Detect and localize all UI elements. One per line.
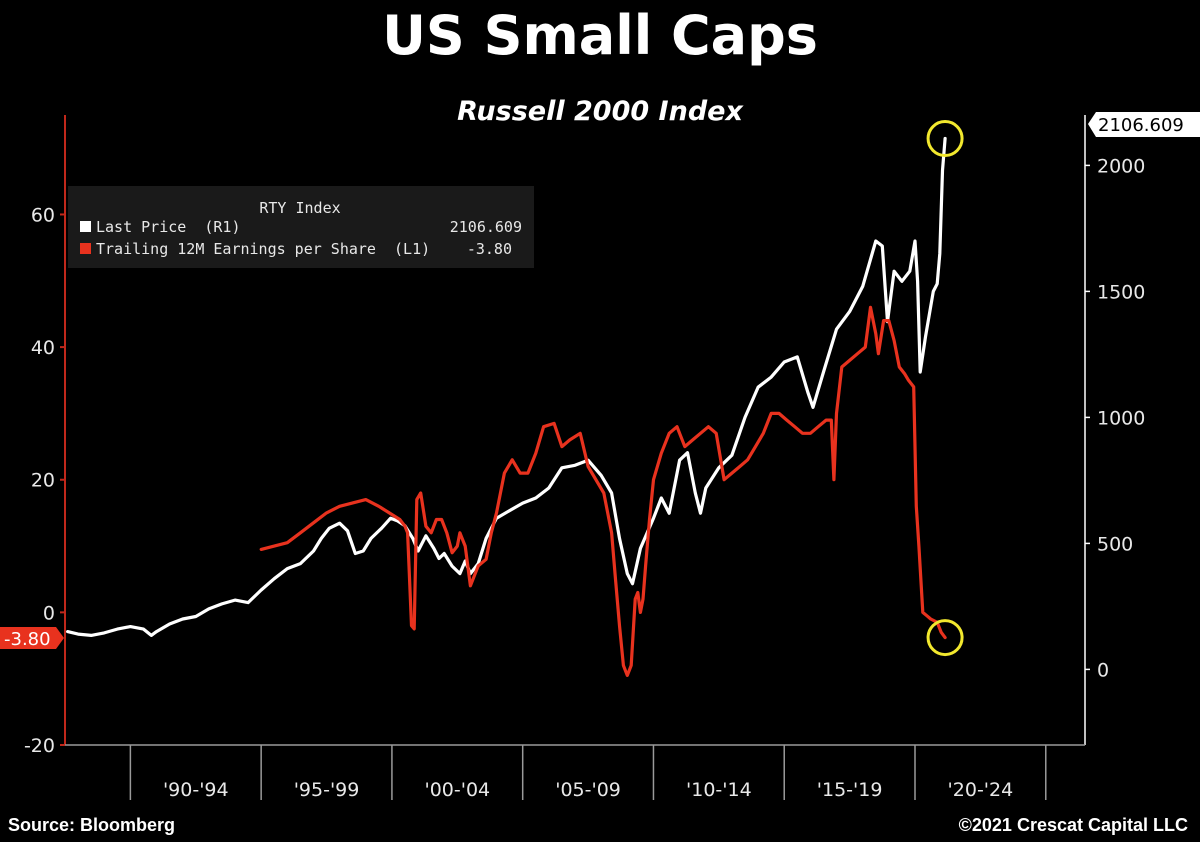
copyright-note: ©2021 Crescat Capital LLC	[958, 815, 1188, 835]
price-highlight-circle	[926, 120, 964, 158]
labels-layer: 2106.609 -3.80	[0, 112, 1200, 657]
left-axis-tick-label: -20	[24, 735, 55, 757]
legend-swatch-price	[80, 221, 91, 232]
right-axis-tick-label: 500	[1097, 533, 1133, 555]
right-axis-tick-label: 1500	[1097, 281, 1145, 303]
left-axis-tick-label: 40	[31, 337, 55, 359]
eps-last-value-label: -3.80	[4, 629, 51, 650]
left-axis-tick-label: 60	[31, 204, 55, 226]
left-axis-tick-label: 20	[31, 470, 55, 492]
right-axis-tick-label: 2000	[1097, 155, 1145, 177]
eps-last-value-tag	[0, 627, 64, 649]
axes-layer: 60 40 20 0 -20 2000 1500 1000 500 0 '90-'94 '95-'99…	[24, 115, 1145, 801]
price-last-value-tag	[1088, 112, 1200, 137]
left-axis-tick-label: 0	[43, 602, 55, 624]
x-axis-tick-label: '20-'24	[948, 779, 1014, 801]
right-axis-tick-label: 0	[1097, 659, 1109, 681]
price-last-value-label: 2106.609	[1098, 115, 1184, 136]
legend-box	[68, 186, 534, 268]
x-axis-tick-label: '10-'14	[686, 779, 752, 801]
legend-value-price: 2106.609	[450, 218, 522, 236]
legend-swatch-eps	[80, 243, 91, 254]
chart-title: US Small Caps	[382, 4, 818, 67]
x-axis-tick-label: '90-'94	[163, 779, 229, 801]
legend-value-eps: -3.80	[467, 240, 512, 258]
x-axis-tick-label: '15-'19	[817, 779, 883, 801]
eps-series-line	[259, 305, 947, 678]
source-note: Source: Bloomberg	[8, 815, 176, 835]
legend-label-price: Last Price (R1)	[96, 218, 241, 236]
x-axis-tick-label: '95-'99	[294, 779, 360, 801]
legend: RTY Index Last Price (R1) 2106.609 Trail…	[68, 186, 534, 268]
x-axis-tick-label: '00-'04	[424, 779, 490, 801]
series-layer	[65, 136, 947, 678]
legend-title: RTY Index	[259, 199, 340, 217]
price-series-line	[65, 136, 947, 638]
chart-subtitle: Russell 2000 Index	[457, 96, 743, 127]
legend-label-eps: Trailing 12M Earnings per Share (L1)	[96, 240, 430, 258]
right-axis-tick-label: 1000	[1097, 407, 1145, 429]
x-axis-tick-label: '05-'09	[555, 779, 621, 801]
eps-highlight-circle	[926, 619, 964, 657]
